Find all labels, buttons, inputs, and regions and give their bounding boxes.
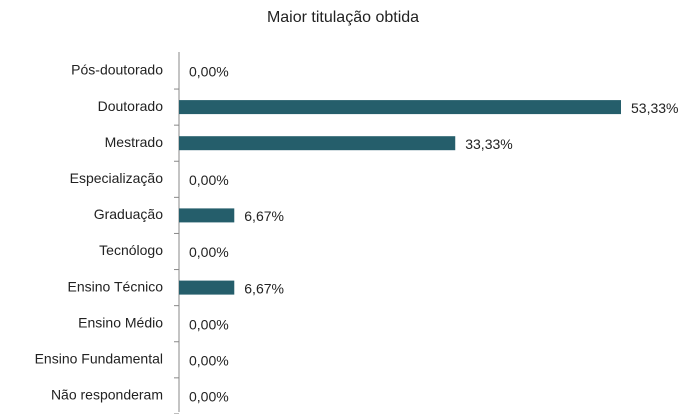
category-label: Graduação <box>94 206 163 222</box>
category-label: Especialização <box>70 170 164 186</box>
bar <box>179 208 235 223</box>
value-label: 6,67% <box>244 280 284 296</box>
value-label: 33,33% <box>465 136 512 152</box>
bar <box>179 100 621 115</box>
value-label: 0,00% <box>189 244 229 260</box>
bar <box>179 136 456 151</box>
category-label: Pós-doutorado <box>71 62 163 78</box>
value-label: 0,00% <box>189 353 229 369</box>
category-label: Não responderam <box>51 387 163 403</box>
value-label: 0,00% <box>189 389 229 405</box>
category-label: Ensino Técnico <box>68 278 164 294</box>
value-label: 0,00% <box>189 172 229 188</box>
value-label: 0,00% <box>189 316 229 332</box>
value-label: 53,33% <box>631 100 678 116</box>
category-label: Ensino Fundamental <box>35 351 163 367</box>
value-label: 0,00% <box>189 64 229 80</box>
bar <box>179 280 235 295</box>
value-label: 6,67% <box>244 208 284 224</box>
category-label: Tecnólogo <box>99 242 163 258</box>
category-label: Doutorado <box>98 98 164 114</box>
chart-title: Maior titulação obtida <box>267 9 419 26</box>
category-label: Ensino Médio <box>78 314 163 330</box>
category-label: Mestrado <box>105 134 164 150</box>
